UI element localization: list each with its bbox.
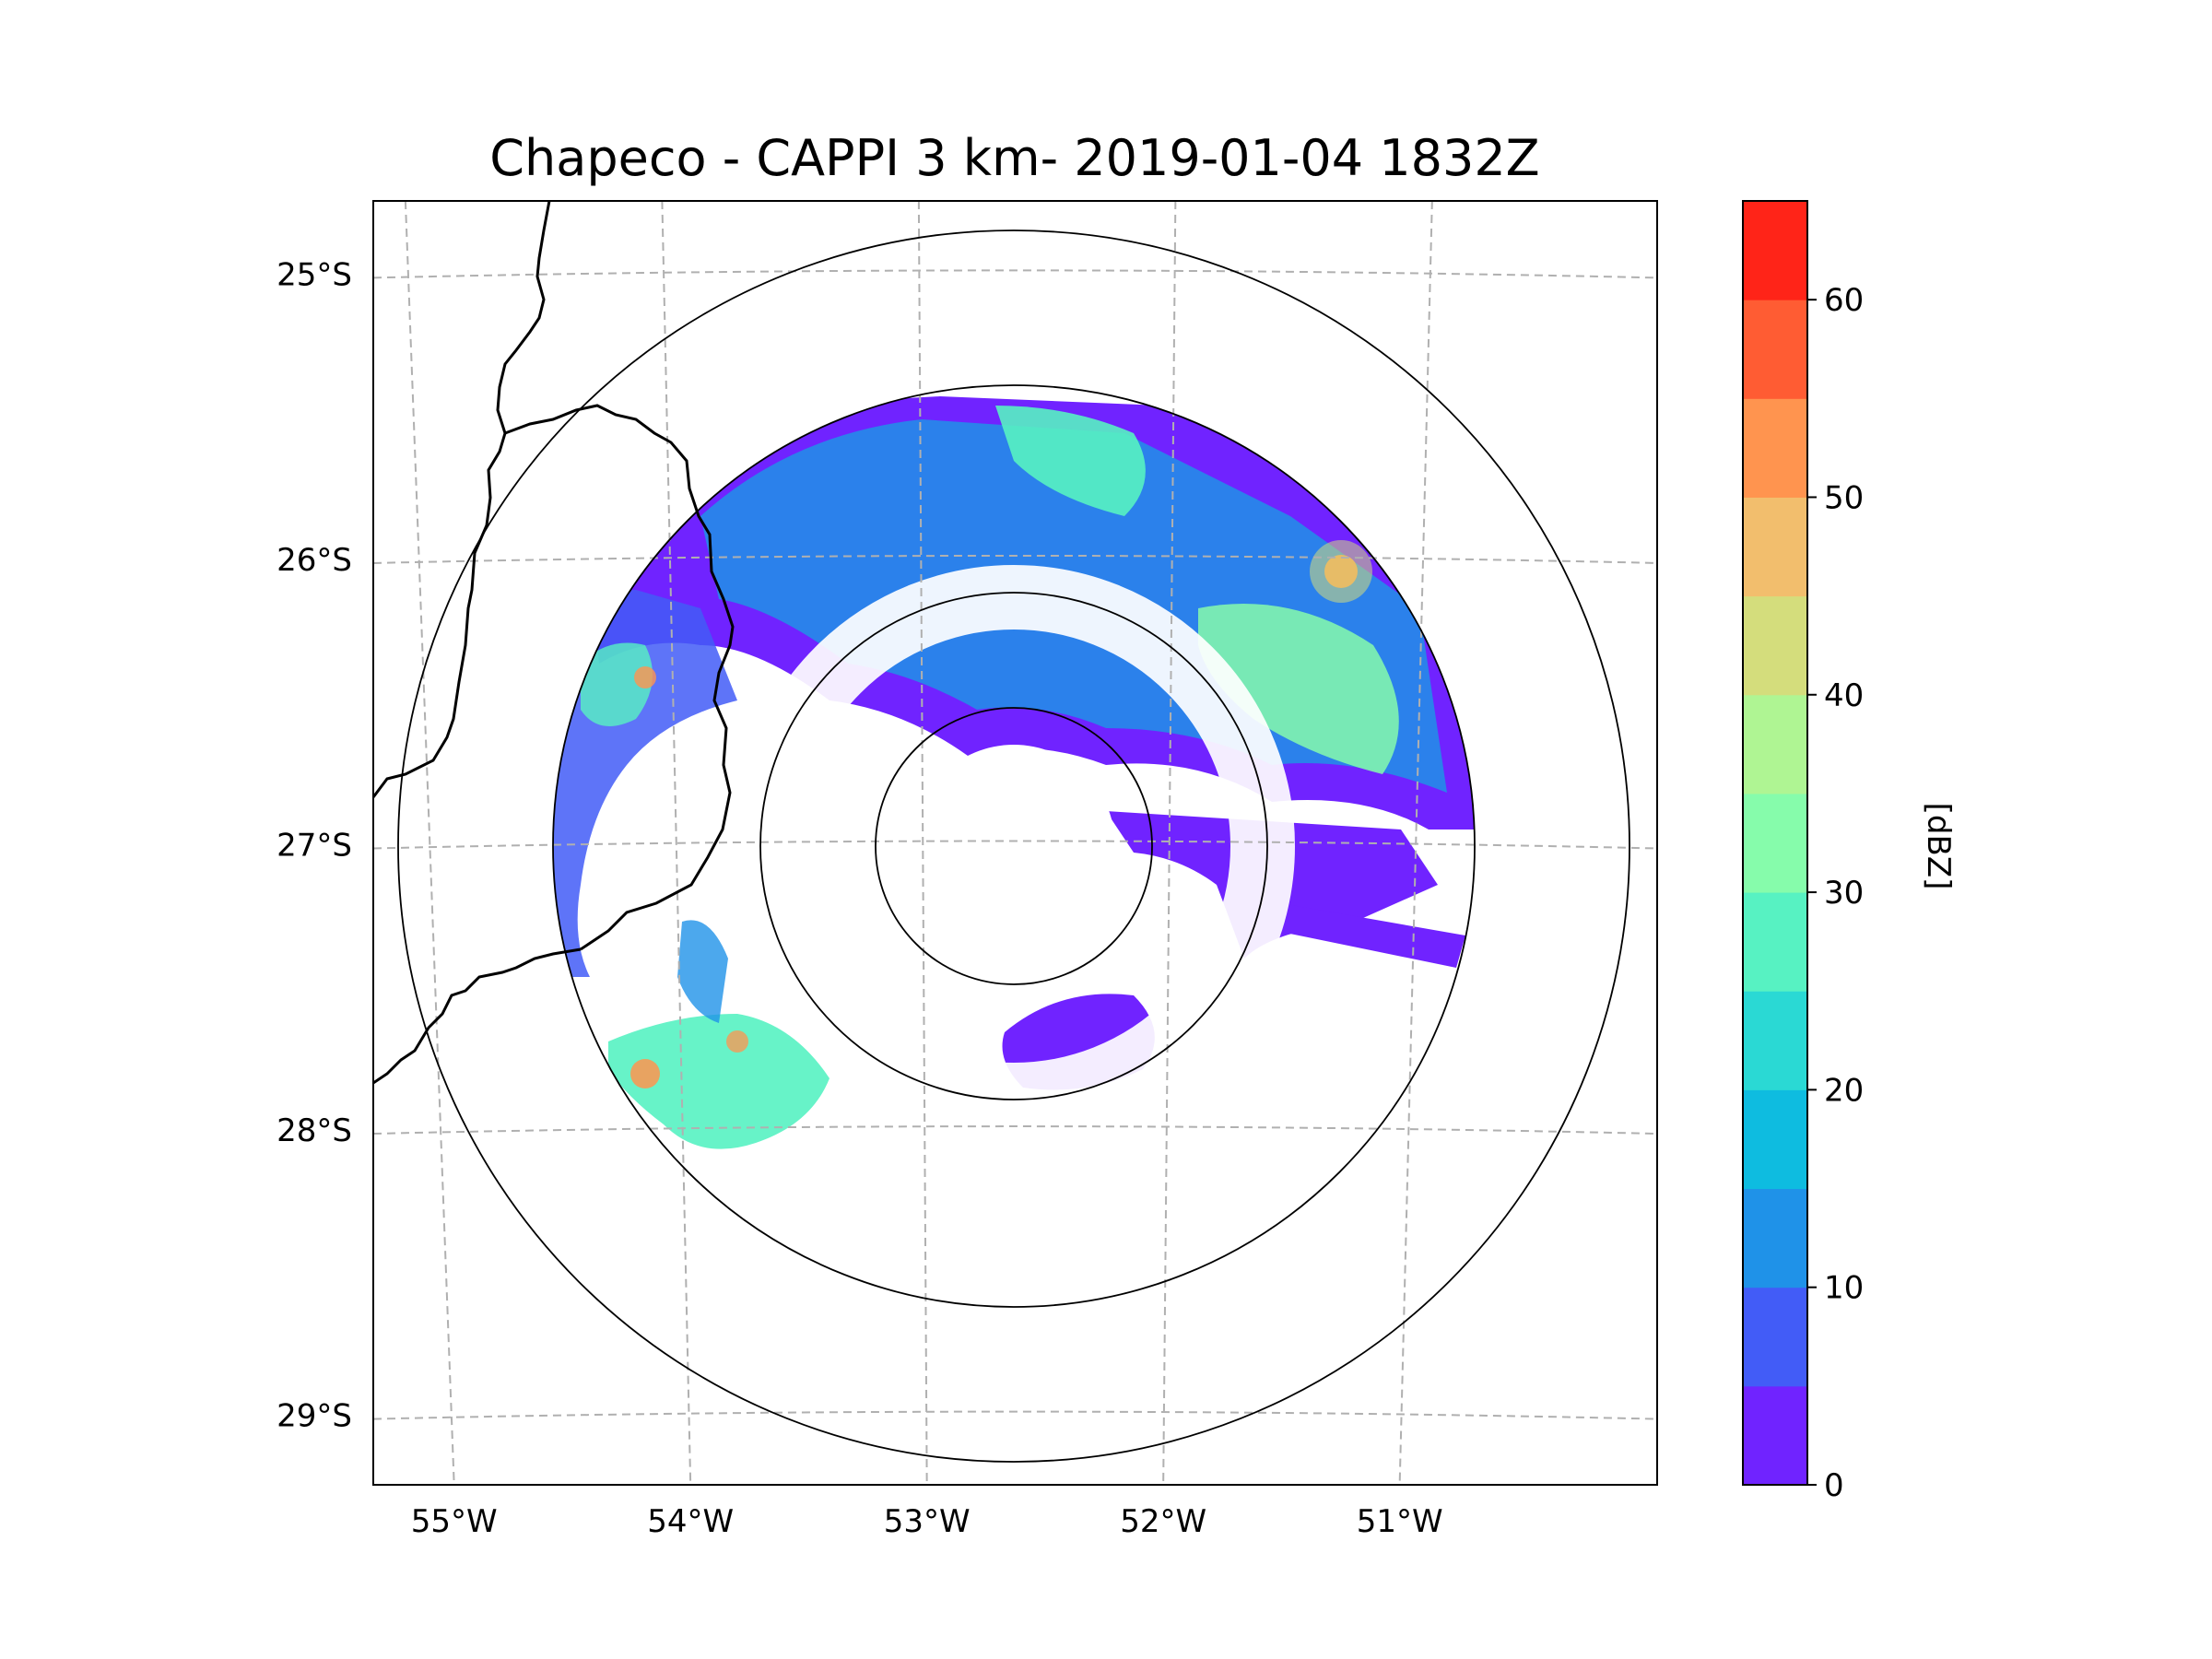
colorbar-swatch-2: [1743, 1188, 1807, 1288]
border-south: [373, 947, 582, 1085]
map-gridlines: [373, 201, 1657, 1485]
lon-tick-label-0: 55°W: [411, 1503, 498, 1540]
colorbar-tick-label-6: 60: [1824, 282, 1864, 319]
echo-sw-cluster: [608, 1014, 830, 1149]
map-frame: [372, 200, 1658, 1486]
reflectivity-echoes: [553, 396, 1475, 1149]
lat-tick-label-2: 27°S: [276, 828, 352, 865]
colorbar-tick-label-5: 50: [1824, 479, 1864, 516]
colorbar-swatch-5: [1743, 892, 1807, 992]
lon-tick-label-2: 53°W: [884, 1503, 971, 1540]
colorbar-swatch-1: [1743, 1287, 1807, 1387]
colorbar-swatch-12: [1743, 201, 1807, 300]
range-ring-1: [875, 707, 1153, 985]
meridian-1: [661, 201, 692, 1485]
clear-center: [912, 745, 1115, 947]
echo-sw-core: [630, 1059, 660, 1088]
lat-tick-label-3: 28°S: [276, 1112, 352, 1149]
echo-north-green: [995, 406, 1146, 516]
range-ring-2: [759, 592, 1268, 1100]
parallel-4: [373, 1410, 1657, 1420]
colorbar-swatch-11: [1743, 300, 1807, 399]
parallel-3: [373, 1125, 1657, 1135]
border-central: [504, 404, 735, 951]
colorbar-tick-label-2: 20: [1824, 1072, 1864, 1109]
lon-tick-label-4: 51°W: [1357, 1503, 1443, 1540]
lat-tick-label-0: 25°S: [276, 256, 352, 293]
echo-sw-core-2: [726, 1030, 748, 1053]
colorbar-swatch-8: [1743, 595, 1807, 696]
echo-west-core: [634, 666, 656, 688]
range-rings: [397, 229, 1630, 1463]
parallel-2: [373, 840, 1657, 850]
colorbar-tick-label-4: 40: [1824, 677, 1864, 714]
chart-title: Chapeco - CAPPI 3 km- 2019-01-04 1832Z: [489, 129, 1539, 187]
colorbar-swatch-3: [1743, 1089, 1807, 1190]
meridian-2: [917, 201, 928, 1485]
colorbar-frame: [1742, 200, 1808, 1486]
map-panel: [372, 200, 1658, 1486]
latitude-tick-labels: 25°S 26°S 27°S 28°S 29°S: [276, 256, 352, 1434]
colorbar-swatch-9: [1743, 497, 1807, 597]
lat-tick-label-4: 29°S: [276, 1398, 352, 1435]
echo-east-green: [1198, 604, 1399, 774]
colorbar-tick-label-1: 10: [1824, 1270, 1864, 1307]
echo-sw-blue: [677, 920, 728, 1023]
colorbar-label: [dBZ]: [1920, 803, 1957, 890]
longitude-tick-labels: 55°W 54°W 53°W 52°W 51°W: [411, 1503, 1443, 1540]
clear-annulus: [733, 565, 1295, 1127]
colorbar-swatch-7: [1743, 694, 1807, 794]
state-borders: [373, 201, 735, 1085]
echo-west-green: [581, 642, 653, 726]
colorbar-swatch-6: [1743, 793, 1807, 893]
meridian-3: [1162, 201, 1177, 1485]
border-west: [373, 201, 551, 798]
colorbar-tick-label-0: 0: [1824, 1467, 1844, 1504]
range-ring-4: [397, 229, 1630, 1463]
colorbar-tick-label-3: 30: [1824, 875, 1864, 912]
colorbar: 0 10 20 30 40 50 60 [dBZ]: [1742, 200, 1957, 1504]
echo-east-core-halo: [1310, 540, 1372, 603]
meridian-4: [1398, 201, 1433, 1485]
colorbar-swatch-0: [1743, 1385, 1807, 1486]
range-ring-3: [552, 384, 1476, 1308]
colorbar-tick-labels: 0 10 20 30 40 50 60: [1807, 282, 1864, 1504]
colorbar-swatch-4: [1743, 991, 1807, 1090]
echo-ew-strip: [1277, 903, 1465, 968]
parallel-1: [373, 554, 1657, 564]
lon-tick-label-1: 54°W: [647, 1503, 734, 1540]
colorbar-swatches: [1743, 201, 1807, 1486]
meridian-0: [404, 201, 455, 1485]
lat-tick-label-1: 26°S: [276, 542, 352, 579]
colorbar-swatch-10: [1743, 398, 1807, 498]
lon-tick-label-3: 52°W: [1120, 1503, 1206, 1540]
parallel-0: [373, 269, 1657, 279]
